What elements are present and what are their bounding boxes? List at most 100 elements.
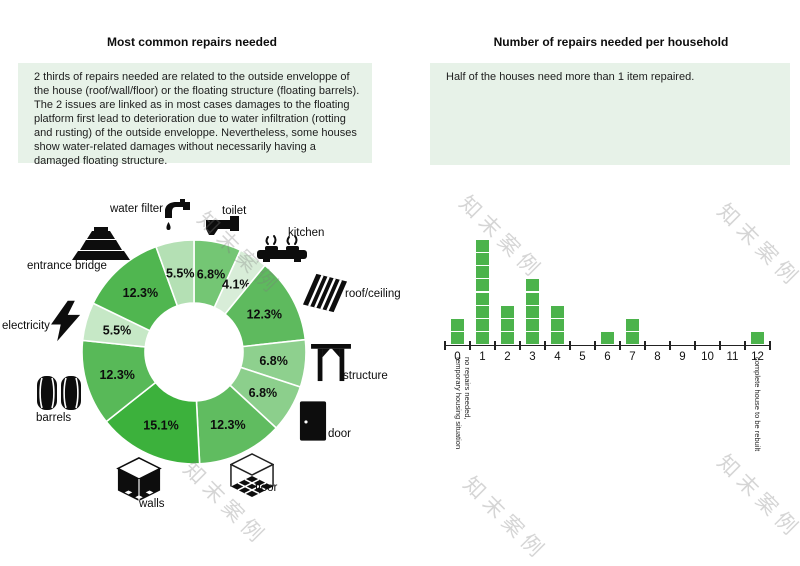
x-tick-label: 9 [679, 351, 686, 363]
x-axis-tick [569, 341, 571, 350]
bar-unit-square [476, 253, 489, 265]
x-axis-tick [669, 341, 671, 350]
slice-label-entrance-bridge: entrance bridge [27, 260, 107, 272]
donut-percent-label: 6.8% [197, 267, 226, 281]
x-tick-label: 11 [726, 351, 739, 363]
door-icon [299, 400, 327, 442]
x-axis-tick [719, 341, 721, 350]
bar-unit-square [501, 305, 514, 318]
bar-unit-square [526, 332, 539, 345]
bar-unit-square [451, 332, 464, 345]
bar-unit-square [551, 332, 564, 345]
slice-label-kitchen: kitchen [288, 227, 325, 239]
x-axis-tick [694, 341, 696, 350]
x-axis [445, 345, 771, 347]
barrels-icon [36, 374, 82, 412]
left-description: 2 thirds of repairs needed are related t… [18, 63, 372, 167]
slice-label-toilet: toilet [222, 205, 247, 217]
slice-label-door: door [328, 428, 352, 440]
x-axis-tick [469, 341, 471, 350]
x-axis-tick [769, 341, 771, 350]
donut-slice-walls [105, 381, 201, 465]
x-axis-tick [619, 341, 621, 350]
bar-unit-square [476, 266, 489, 279]
bar-unit-square [501, 332, 514, 345]
x-tick-label: 3 [529, 351, 536, 363]
x-tick-label: 5 [579, 351, 586, 363]
left-chart-title: Most common repairs needed [106, 35, 278, 49]
donut-percent-label: 12.3% [247, 307, 282, 321]
bar-unit-square [476, 239, 489, 252]
watermark: 知末案例 [458, 472, 552, 566]
slice-label-structure: structure [343, 370, 388, 382]
bar-unit-square [476, 292, 489, 305]
structure-icon [311, 344, 351, 382]
x-tick-label: 0 [454, 351, 461, 363]
bar-unit-square [626, 319, 639, 331]
donut-percent-label: 5.5% [166, 267, 195, 281]
right-chart-title: Number of repairs needed per household [493, 35, 729, 49]
x-axis-tick [519, 341, 521, 350]
slice-label-barrels: barrels [36, 412, 72, 424]
donut-percent-label: 12.3% [99, 368, 134, 382]
x-tick-label: 10 [701, 351, 714, 363]
electricity-icon [51, 299, 81, 343]
x-axis-tick [444, 341, 446, 350]
bar-unit-square [526, 292, 539, 305]
watermark: 知末案例 [712, 450, 800, 544]
bar-annotation-zero-line2: temporary housing situation [454, 357, 463, 450]
bar-unit-square [476, 319, 489, 331]
donut-percent-label: 15.1% [143, 418, 178, 432]
bar-unit-square [751, 332, 764, 345]
bar-unit-square [601, 332, 614, 345]
toilet-icon [206, 216, 240, 242]
bar-unit-square [626, 332, 639, 345]
bar-unit-square [551, 319, 564, 331]
bar-unit-square [476, 305, 489, 318]
x-axis-tick [644, 341, 646, 350]
slice-label-walls: walls [139, 498, 165, 510]
x-tick-label: 4 [554, 351, 561, 363]
donut-percent-label: 12.3% [210, 418, 245, 432]
x-axis-tick [594, 341, 596, 350]
watermark: 知末案例 [454, 191, 548, 285]
x-tick-label: 6 [604, 351, 611, 363]
bar-unit-square [551, 305, 564, 318]
floor-icon [230, 452, 274, 498]
donut-slice-water-filter [154, 239, 195, 307]
slice-label-roof-ceiling: roof/ceiling [345, 288, 401, 300]
slice-label-water-filter: water filter [109, 203, 163, 215]
x-tick-label: 7 [629, 351, 636, 363]
bar-annotation-twelve: complete house to be rebuilt [753, 357, 762, 452]
bar-unit-square [476, 279, 489, 292]
x-tick-label: 8 [654, 351, 661, 363]
x-axis-tick [744, 341, 746, 350]
donut-percent-label: 12.3% [123, 286, 158, 300]
donut-percent-label: 5.5% [103, 324, 132, 338]
donut-chart: 6.8%4.1%12.3%6.8%6.8%12.3%15.1%12.3%5.5%… [81, 239, 307, 465]
donut-percent-label: 6.8% [259, 354, 288, 368]
bar-annotation-zero: no repairs needed, temporary housing sit… [454, 357, 472, 449]
donut-percent-label: 4.1% [222, 278, 251, 292]
bridge-icon [70, 227, 132, 261]
x-tick-label: 12 [751, 351, 764, 363]
x-axis-tick [544, 341, 546, 350]
donut-percent-label: 6.8% [249, 386, 278, 400]
bar-unit-square [526, 305, 539, 318]
right-description: Half of the houses need more than 1 item… [430, 63, 790, 165]
faucet-icon [160, 197, 196, 235]
x-tick-label: 1 [479, 351, 486, 363]
slice-label-electricity: electricity [2, 320, 50, 332]
slice-label-floor: floor [255, 482, 278, 494]
x-tick-label: 2 [504, 351, 511, 363]
bar-unit-square [526, 279, 539, 292]
bar-unit-square [451, 319, 464, 331]
bar-unit-square [476, 332, 489, 345]
walls-icon [116, 456, 162, 502]
x-axis-tick [494, 341, 496, 350]
bar-unit-square [501, 319, 514, 331]
roof-icon [302, 272, 348, 314]
watermark: 知末案例 [712, 199, 800, 293]
bar-unit-square [526, 319, 539, 331]
